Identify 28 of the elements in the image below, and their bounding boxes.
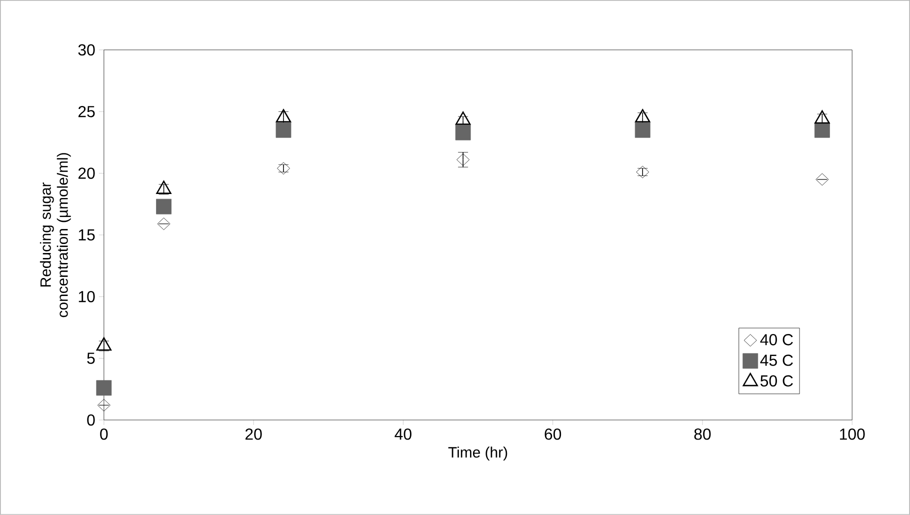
x-tick-label: 80: [694, 428, 711, 440]
y-tick-label: 5: [87, 352, 95, 364]
y-tick-label: 0: [87, 414, 95, 426]
x-tick-label: 0: [100, 428, 108, 440]
point: [157, 218, 170, 230]
point: [814, 122, 830, 138]
legend-label: 50 C: [760, 375, 793, 387]
x-axis-title: Time (hr): [448, 446, 508, 461]
x-tick-label: 60: [544, 428, 562, 440]
point: [97, 399, 110, 412]
point: [276, 122, 292, 138]
point: [816, 173, 829, 186]
point: [276, 162, 290, 175]
y-tick-label: 15: [78, 229, 95, 241]
x-tick-label: 100: [840, 428, 865, 440]
x-tick-label: 40: [394, 428, 412, 440]
point: [96, 380, 112, 396]
y-tick-label: 10: [78, 291, 95, 302]
y-axis-title: Reducing sugar concentration (µmole/ml): [40, 153, 71, 318]
legend-label: 40 C: [760, 334, 793, 346]
y-tick-label: 25: [78, 106, 95, 118]
y-tick-label: 20: [78, 168, 95, 179]
point: [634, 122, 650, 138]
point: [455, 124, 471, 140]
legend-label: 45 C: [760, 354, 793, 366]
point: [156, 198, 172, 214]
y-tick-label: 30: [78, 44, 95, 56]
x-tick-label: 20: [245, 428, 262, 440]
